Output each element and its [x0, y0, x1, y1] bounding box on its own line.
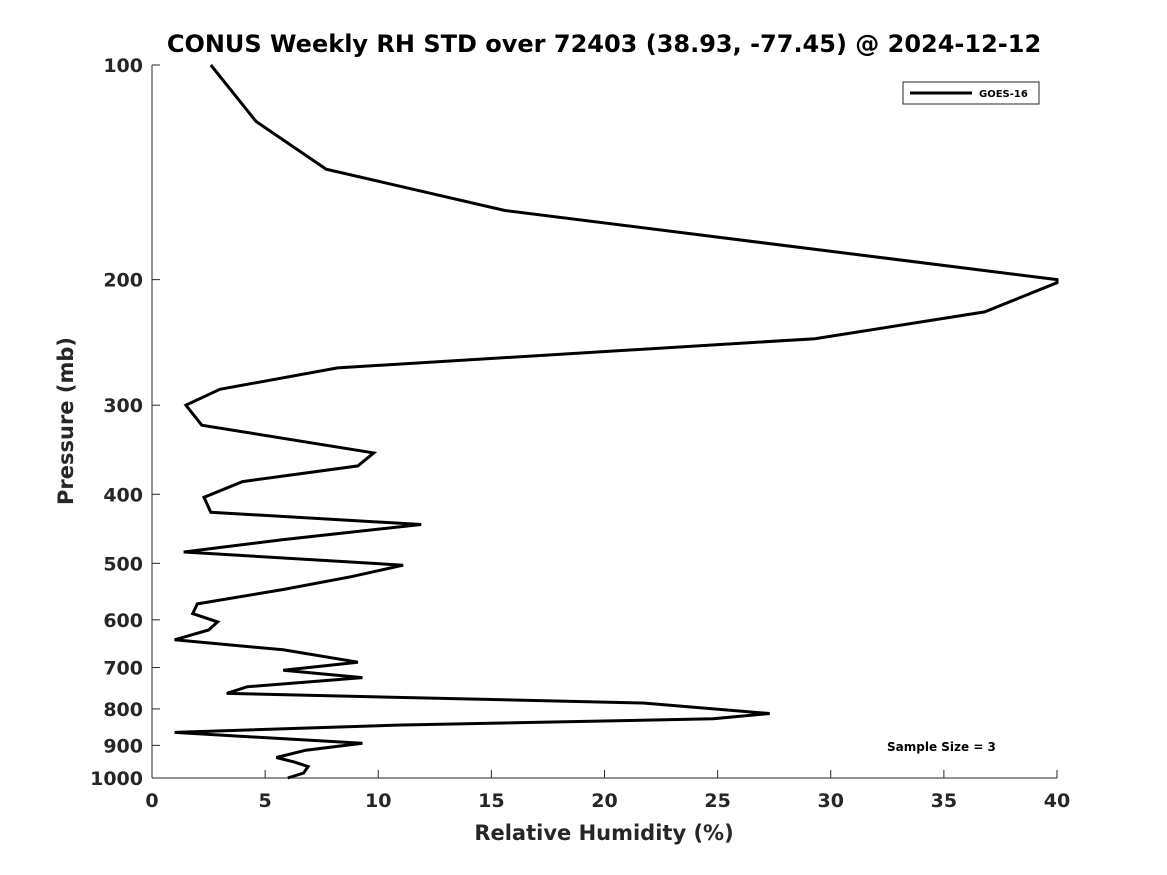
x-tick-label: 20	[591, 790, 617, 812]
x-tick-label: 0	[145, 790, 158, 812]
x-tick-label: 10	[365, 790, 391, 812]
chart-title: CONUS Weekly RH STD over 72403 (38.93, -…	[167, 30, 1041, 58]
x-axis-label: Relative Humidity (%)	[474, 821, 733, 845]
y-tick-label: 400	[103, 484, 143, 506]
x-tick-label: 30	[818, 790, 844, 812]
x-tick-label: 40	[1044, 790, 1070, 812]
legend-label: GOES-16	[979, 89, 1028, 100]
x-tick-label: 15	[478, 790, 504, 812]
series-line-goes-16	[174, 64, 1059, 780]
x-tick-label: 25	[704, 790, 730, 812]
y-ticks: 100 200 300 400 500 600 700 800 900 1000	[90, 55, 160, 790]
x-tick-label: 35	[931, 790, 957, 812]
y-tick-label: 800	[103, 699, 143, 721]
y-tick-label: 600	[103, 610, 143, 632]
y-axis-label: Pressure (mb)	[54, 337, 78, 505]
x-ticks: 0 5 10 15 20 25 30 35 40	[145, 770, 1070, 812]
x-tick-label: 5	[259, 790, 272, 812]
sample-size-annotation: Sample Size = 3	[887, 740, 996, 754]
y-tick-label: 1000	[90, 768, 143, 790]
legend: GOES-16	[902, 81, 1040, 105]
y-tick-label: 700	[103, 658, 143, 680]
y-tick-label: 900	[103, 735, 143, 757]
y-tick-label: 300	[103, 395, 143, 417]
y-tick-label: 200	[103, 270, 143, 292]
y-tick-label: 100	[103, 55, 143, 77]
y-tick-label: 500	[103, 553, 143, 575]
plot-area	[152, 65, 1057, 778]
